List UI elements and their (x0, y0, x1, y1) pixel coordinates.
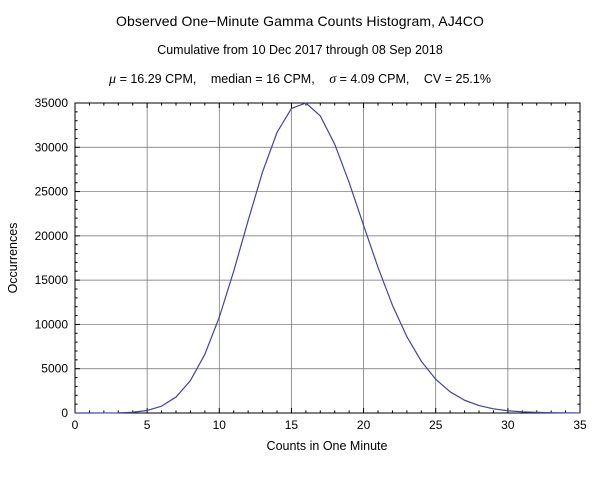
distribution-curve (74, 102, 581, 414)
cv-stat: CV = 25.1% (423, 72, 491, 86)
chart-stats-line: μ = 16.29 CPM, median = 16 CPM, σ = 4.09… (0, 72, 600, 88)
x-tick-label: 15 (285, 418, 299, 432)
y-tick-label: 30000 (35, 140, 69, 154)
x-tick-label: 0 (72, 418, 79, 432)
mean-stat: μ = 16.29 CPM, (109, 72, 197, 87)
x-tick-label: 20 (357, 418, 371, 432)
x-tick-label: 5 (144, 418, 151, 432)
y-tick-labels: 0 5000 10000 15000 20000 25000 30000 35000 (35, 96, 69, 420)
y-tick-label: 15000 (35, 273, 69, 287)
x-tick-label: 35 (573, 418, 587, 432)
sigma-symbol: σ (329, 72, 337, 87)
y-tick-label: 0 (61, 406, 68, 420)
median-stat: median = 16 CPM, (210, 72, 315, 86)
chart-title: Observed One−Minute Gamma Counts Histogr… (116, 13, 484, 29)
x-tick-label: 30 (501, 418, 515, 432)
y-tick-label: 20000 (35, 229, 69, 243)
mu-symbol: μ (109, 72, 117, 87)
chart-subtitle: Cumulative from 10 Dec 2017 through 08 S… (157, 43, 443, 57)
sigma-stat: σ = 4.09 CPM, (329, 72, 410, 87)
mu-value: = 16.29 CPM, (119, 72, 197, 86)
plot-area: 0 5 10 15 20 25 30 35 0 5000 10000 15000 20000 25000… (6, 96, 587, 453)
y-tick-label: 35000 (35, 96, 69, 110)
x-tick-label: 10 (213, 418, 227, 432)
x-tick-labels: 0 5 10 15 20 25 30 35 (72, 418, 587, 432)
axis-ticks (74, 102, 581, 414)
curve-group (74, 102, 581, 414)
y-axis-label: Occurrences (6, 223, 20, 294)
plot-frame (74, 102, 581, 414)
y-tick-label: 5000 (41, 362, 68, 376)
x-tick-label: 25 (429, 418, 443, 432)
y-tick-label: 25000 (35, 185, 69, 199)
sigma-value: = 4.09 CPM, (339, 72, 410, 86)
gridlines (75, 103, 580, 413)
x-axis-label: Counts in One Minute (267, 439, 388, 453)
y-tick-label: 10000 (35, 317, 69, 331)
